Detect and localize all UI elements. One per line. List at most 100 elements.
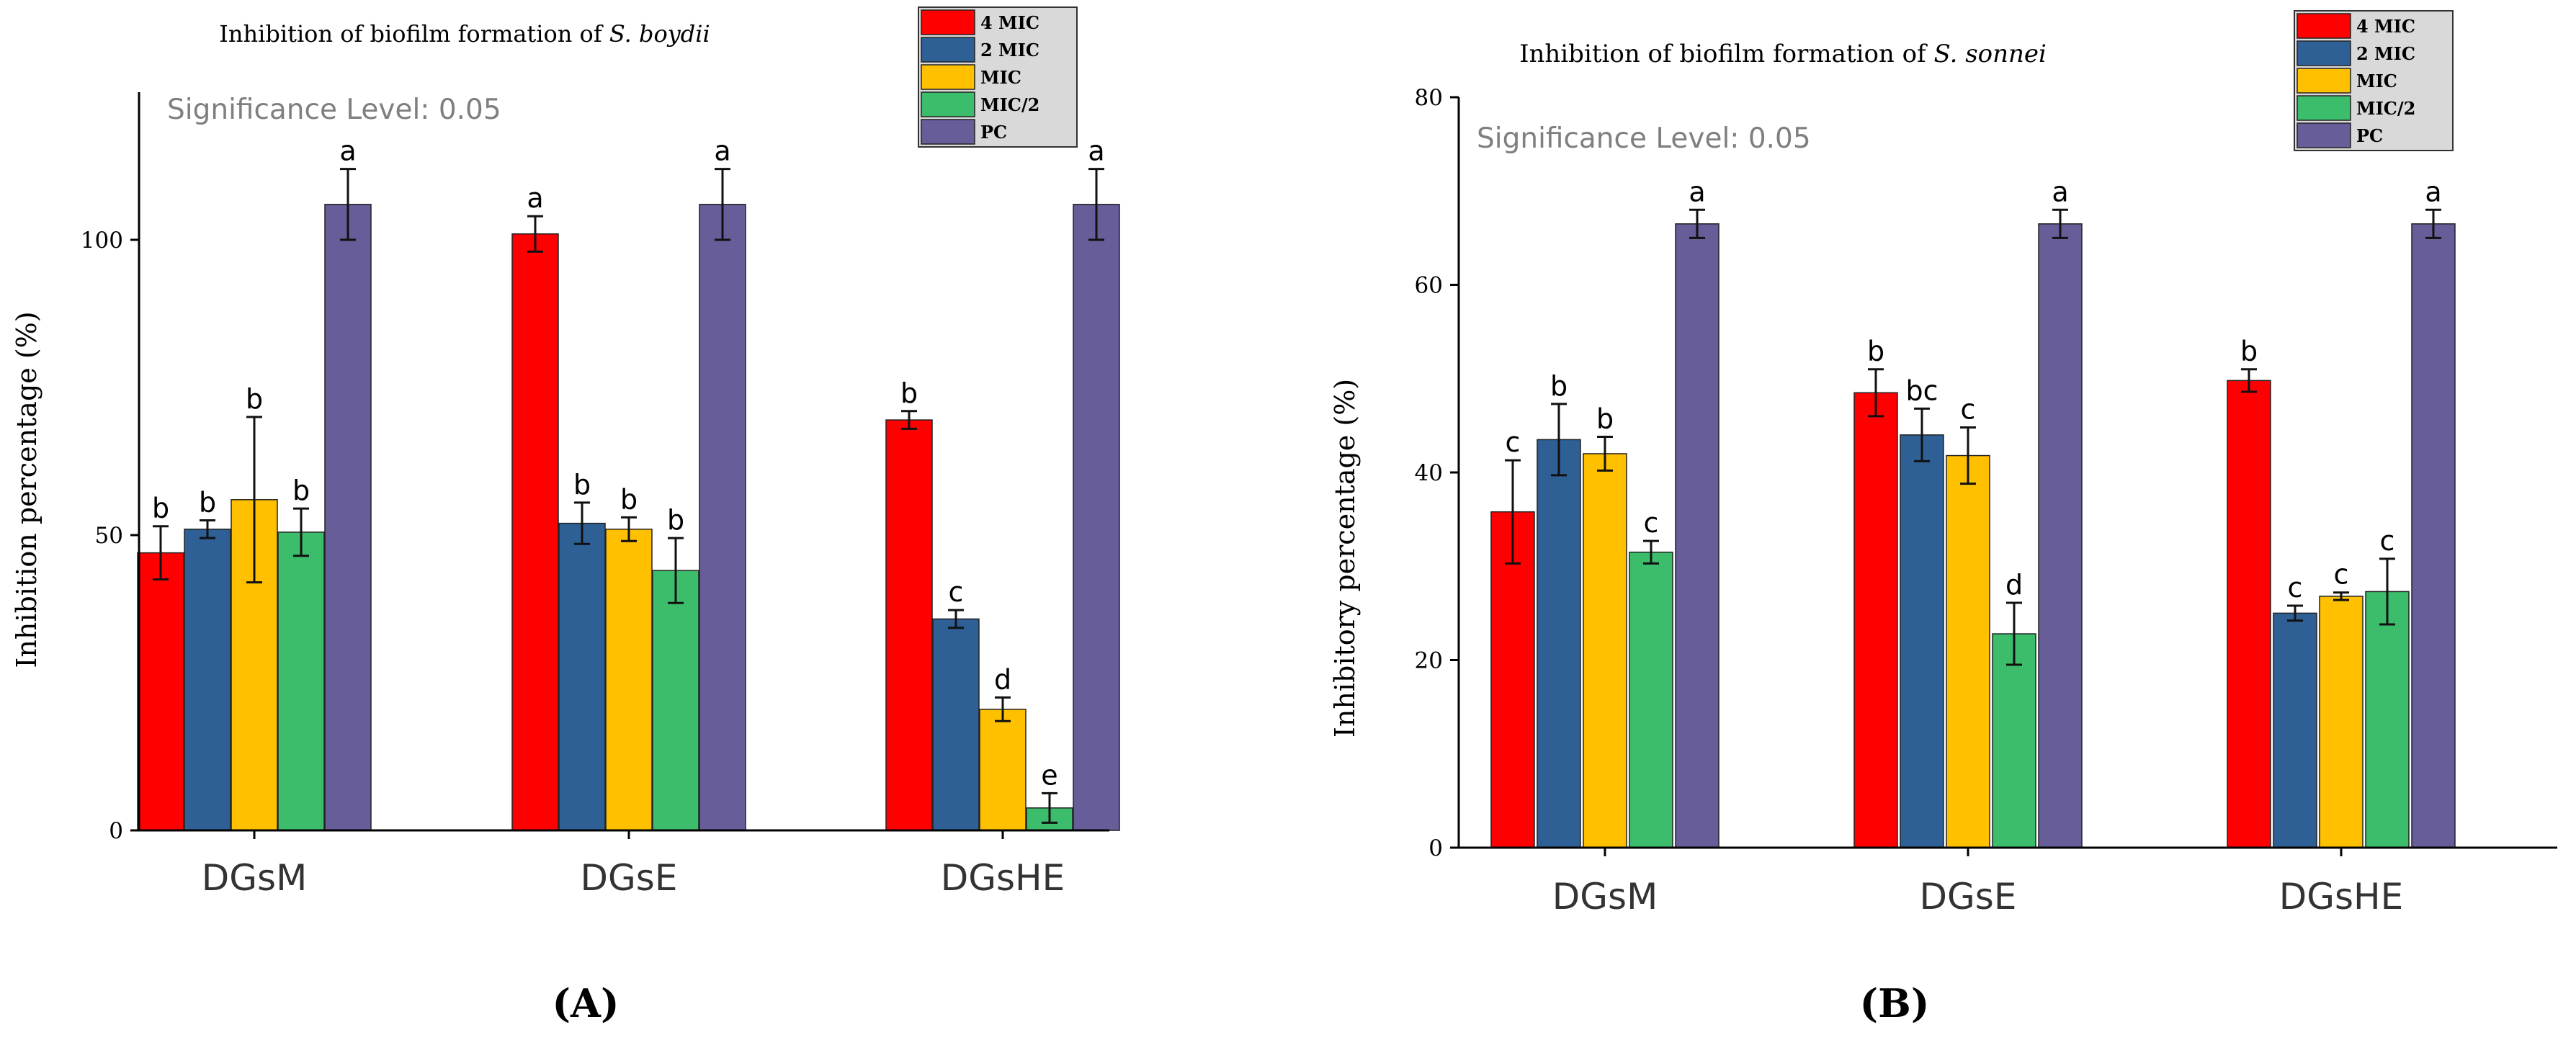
significance-letter: b: [1596, 403, 1614, 435]
x-tick-label: DGsHE: [941, 857, 1065, 899]
y-tick-label: 50: [95, 523, 123, 549]
significance-letter: bc: [1905, 375, 1938, 406]
x-tick-label: DGsM: [202, 857, 307, 899]
bar: [652, 570, 699, 831]
legend-swatch: [921, 119, 975, 145]
bar: [1583, 453, 1627, 848]
x-tick-group-a: DGsM DGsE DGsHE: [202, 830, 1065, 899]
significance-letter: b: [1550, 370, 1567, 402]
legend-swatch: [921, 9, 975, 35]
bar: [1853, 392, 1898, 848]
bar: [184, 529, 231, 831]
y-tick-group-b: 0 20 40 60 80: [1415, 85, 1459, 861]
significance-letter: b: [292, 475, 310, 506]
legend-swatch: [2297, 68, 2351, 94]
bar: [1992, 633, 2036, 848]
significance-letter: a: [2052, 176, 2068, 207]
bar: [2273, 612, 2317, 848]
legend-label: MIC/2: [980, 94, 1039, 115]
significance-letter: c: [2334, 559, 2349, 591]
bar: [558, 522, 606, 831]
significance-letter: d: [2005, 569, 2023, 601]
bar: [1537, 439, 1581, 848]
bar: [932, 618, 980, 831]
bar: [1946, 454, 1990, 848]
significance-letter: c: [1644, 507, 1659, 539]
bar: [605, 529, 653, 831]
bar: [511, 233, 559, 831]
error-bar-group-b: [1505, 208, 2441, 666]
legend-label: MIC: [980, 67, 1021, 88]
legend-label: 4 MIC: [2356, 16, 2415, 37]
axes-a: [138, 92, 1109, 832]
significance-letter: c: [1506, 426, 1521, 458]
bar: [1073, 204, 1120, 831]
significance-letter: c: [949, 576, 964, 608]
bar: [699, 204, 746, 831]
legend-label: PC: [980, 122, 1007, 143]
x-tick-label: DGsM: [1552, 876, 1658, 918]
bar: [1675, 223, 1719, 848]
y-tick-label: 40: [1415, 460, 1443, 486]
legend-b: 4 MIC 2 MIC MIC MIC/2 PC: [2294, 10, 2454, 151]
significance-letter: a: [339, 135, 356, 167]
bar: [979, 709, 1027, 831]
bar-group-b: [1490, 223, 2456, 848]
bar: [2319, 596, 2363, 848]
x-tick-label: DGsE: [1920, 876, 2017, 918]
legend-label: MIC/2: [2356, 98, 2415, 119]
bar: [277, 532, 325, 831]
chart-title-a: Inhibition of biofilm formation of S. bo…: [219, 20, 710, 48]
bar: [137, 552, 184, 831]
y-axis-label-b: Inhibitory percentage (%): [1329, 379, 1361, 737]
y-tick-label: 80: [1415, 85, 1443, 111]
bar: [324, 204, 372, 831]
significance-letter: a: [1689, 176, 1705, 207]
y-tick-label: 0: [1428, 835, 1443, 861]
y-tick-label: 20: [1415, 648, 1443, 674]
significance-label-b: Significance Level: 0.05: [1477, 122, 1811, 155]
bar: [2038, 223, 2083, 848]
legend-a: 4 MIC 2 MIC MIC MIC/2 PC: [918, 6, 1078, 148]
y-tick-label: 0: [109, 818, 123, 844]
legend-label: 2 MIC: [980, 40, 1039, 60]
significance-letter: a: [1088, 135, 1104, 167]
significance-letter: a: [2425, 176, 2441, 207]
significance-letter: a: [714, 135, 730, 167]
y-tick-label: 100: [81, 228, 123, 254]
legend-label: 2 MIC: [2356, 43, 2415, 64]
significance-letter: b: [246, 383, 263, 415]
bar: [885, 419, 933, 831]
legend-swatch: [921, 37, 975, 63]
legend-label: 4 MIC: [980, 12, 1039, 33]
chart-title-b: Inhibition of biofilm formation of S. so…: [1519, 40, 2047, 68]
bar: [2411, 223, 2456, 848]
significance-letter: b: [667, 504, 684, 536]
significance-letter: b: [1867, 336, 1884, 367]
y-axis-label-a: Inhibition percentage (%): [11, 311, 43, 668]
panel-label-a: (A): [553, 980, 620, 1026]
significance-letter: b: [2240, 336, 2258, 367]
significance-letter: b: [573, 469, 591, 501]
x-tick-label: DGsE: [581, 857, 678, 899]
bar: [2365, 591, 2410, 848]
legend-label: MIC: [2356, 71, 2397, 91]
y-tick-group-a: 0 50 100: [81, 228, 139, 844]
bar: [2227, 380, 2271, 848]
legend-swatch: [2297, 40, 2351, 66]
legend-swatch: [921, 91, 975, 117]
significance-letter: c: [1961, 393, 1976, 425]
significance-letter: e: [1041, 759, 1057, 791]
bar-group-a: [137, 204, 1120, 831]
significance-letter: a: [527, 182, 543, 214]
panel-label-b: (B): [1860, 980, 1930, 1026]
legend-label: PC: [2356, 125, 2383, 146]
significance-letter: c: [2288, 572, 2303, 604]
significance-letter: b: [900, 377, 918, 409]
legend-swatch: [2297, 122, 2351, 148]
significance-letter: d: [994, 664, 1011, 696]
legend-swatch: [921, 64, 975, 90]
